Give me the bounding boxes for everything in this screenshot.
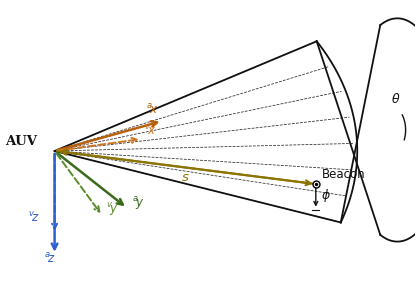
Text: $^a\!x$: $^a\!x$ [146, 102, 158, 117]
Text: $^a\!z$: $^a\!z$ [44, 252, 56, 266]
Text: Beacon: Beacon [322, 168, 366, 181]
Text: $^a\!y$: $^a\!y$ [132, 195, 145, 212]
Text: $^v\!y$: $^v\!y$ [106, 201, 119, 218]
Text: AUV: AUV [5, 135, 37, 148]
Text: $\theta$: $\theta$ [391, 92, 401, 106]
Text: $^v\!z$: $^v\!z$ [27, 210, 40, 225]
Text: $s$: $s$ [181, 171, 190, 184]
Text: $\phi$: $\phi$ [321, 187, 331, 204]
Text: $^v\!x$: $^v\!x$ [144, 124, 156, 138]
